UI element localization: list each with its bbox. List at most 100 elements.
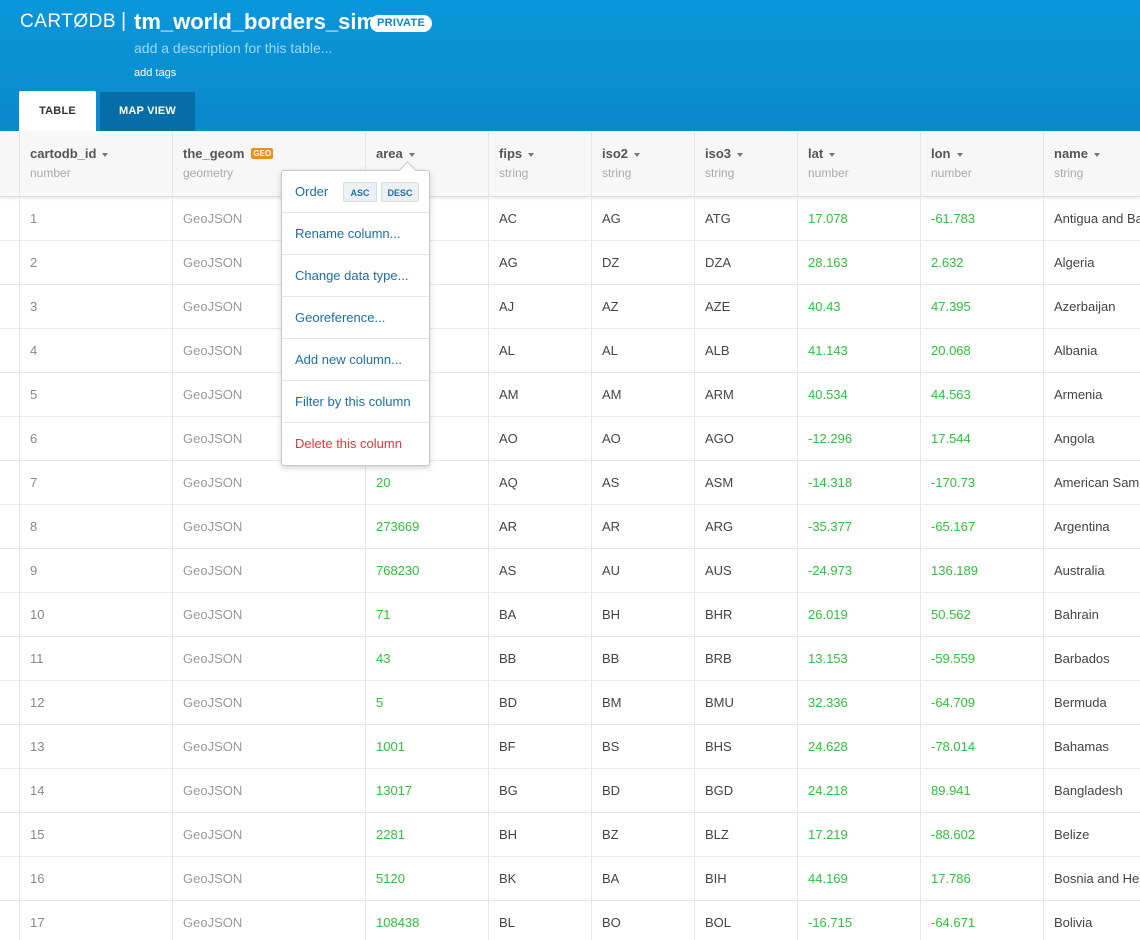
cell-area[interactable]: 768230 [365,549,488,593]
cell-name[interactable]: Bolivia [1043,901,1140,940]
cell-area[interactable]: 13017 [365,769,488,813]
cell-the-geom[interactable]: GeoJSON [172,857,365,901]
cell-iso2[interactable]: AL [591,329,694,373]
cell-iso3[interactable]: ATG [694,197,797,241]
cell-cartodb-id[interactable]: 8 [19,505,172,549]
cell-fips[interactable]: BB [488,637,591,681]
cell-the-geom[interactable]: GeoJSON [172,901,365,940]
chevron-down-icon[interactable] [737,152,744,157]
cell-the-geom[interactable]: GeoJSON [172,637,365,681]
cell-fips[interactable]: BA [488,593,591,637]
column-header-cartodb-id[interactable]: cartodb_id number [19,131,172,197]
table-title[interactable]: tm_world_borders_sim [134,9,377,34]
cell-fips[interactable]: AQ [488,461,591,505]
cell-iso2[interactable]: AR [591,505,694,549]
cell-iso3[interactable]: BIH [694,857,797,901]
cell-area[interactable]: 20 [365,461,488,505]
cell-iso2[interactable]: BA [591,857,694,901]
cell-cartodb-id[interactable]: 4 [19,329,172,373]
cell-area[interactable]: 43 [365,637,488,681]
cell-area[interactable]: 108438 [365,901,488,940]
cell-iso2[interactable]: AZ [591,285,694,329]
privacy-badge[interactable]: PRIVATE [370,15,433,32]
cell-lat[interactable]: 40.43 [797,285,920,329]
cell-the-geom[interactable]: GeoJSON [172,769,365,813]
column-name[interactable]: lon [931,146,963,161]
cell-iso3[interactable]: AUS [694,549,797,593]
cell-iso3[interactable]: BMU [694,681,797,725]
cell-lat[interactable]: -24.973 [797,549,920,593]
cell-cartodb-id[interactable]: 17 [19,901,172,940]
cell-cartodb-id[interactable]: 5 [19,373,172,417]
cell-the-geom[interactable]: GeoJSON [172,329,365,373]
cell-area[interactable]: 5 [365,681,488,725]
sort-asc-button[interactable]: ASC [343,182,377,202]
cell-fips[interactable]: BK [488,857,591,901]
cell-iso3[interactable]: BHR [694,593,797,637]
cell-lat[interactable]: 24.628 [797,725,920,769]
cell-fips[interactable]: BG [488,769,591,813]
cell-cartodb-id[interactable]: 3 [19,285,172,329]
cell-lat[interactable]: 26.019 [797,593,920,637]
cell-fips[interactable]: AJ [488,285,591,329]
column-name[interactable]: lat [808,146,836,161]
cell-iso3[interactable]: ASM [694,461,797,505]
cell-the-geom[interactable]: GeoJSON [172,197,365,241]
cell-fips[interactable]: AM [488,373,591,417]
cell-name[interactable]: Australia [1043,549,1140,593]
cell-lat[interactable]: 17.078 [797,197,920,241]
cell-iso2[interactable]: BD [591,769,694,813]
cell-the-geom[interactable]: GeoJSON [172,593,365,637]
cell-lat[interactable]: -12.296 [797,417,920,461]
cell-the-geom[interactable]: GeoJSON [172,505,365,549]
cell-lon[interactable]: -78.014 [920,725,1043,769]
cell-cartodb-id[interactable]: 7 [19,461,172,505]
cell-iso2[interactable]: AM [591,373,694,417]
cell-cartodb-id[interactable]: 1 [19,197,172,241]
cell-name[interactable]: Armenia [1043,373,1140,417]
cell-fips[interactable]: BF [488,725,591,769]
cell-iso3[interactable]: ALB [694,329,797,373]
cell-area[interactable]: 5120 [365,857,488,901]
cell-iso3[interactable]: ARM [694,373,797,417]
cell-fips[interactable]: BL [488,901,591,940]
column-name[interactable]: the_geom GEO [183,146,274,161]
cell-iso2[interactable]: AU [591,549,694,593]
cell-iso3[interactable]: ARG [694,505,797,549]
column-header-iso2[interactable]: iso2 string [591,131,694,197]
cell-name[interactable]: Bangladesh [1043,769,1140,813]
cell-lon[interactable]: 17.544 [920,417,1043,461]
column-name[interactable]: name [1054,146,1100,161]
column-name[interactable]: iso3 [705,146,744,161]
filter-by-column-option[interactable]: Filter by this column [282,381,429,423]
column-name[interactable]: fips [499,146,535,161]
chevron-down-icon[interactable] [528,152,535,157]
cell-cartodb-id[interactable]: 2 [19,241,172,285]
cell-the-geom[interactable]: GeoJSON [172,417,365,461]
cell-cartodb-id[interactable]: 13 [19,725,172,769]
chevron-down-icon[interactable] [956,152,963,157]
cell-name[interactable]: Azerbaijan [1043,285,1140,329]
cell-name[interactable]: Angola [1043,417,1140,461]
cell-lat[interactable]: -35.377 [797,505,920,549]
chevron-down-icon[interactable] [829,152,836,157]
cell-the-geom[interactable]: GeoJSON [172,373,365,417]
cell-cartodb-id[interactable]: 9 [19,549,172,593]
cell-lat[interactable]: 32.336 [797,681,920,725]
cell-lon[interactable]: -170.73 [920,461,1043,505]
add-tags-link[interactable]: add tags [134,67,177,79]
cell-name[interactable]: Algeria [1043,241,1140,285]
column-header-area[interactable]: area [365,131,488,197]
cell-iso3[interactable]: BRB [694,637,797,681]
cell-fips[interactable]: AL [488,329,591,373]
cell-iso2[interactable]: DZ [591,241,694,285]
cartodb-logo[interactable]: CARTØDB [20,11,117,32]
cell-fips[interactable]: BH [488,813,591,857]
cell-lon[interactable]: 17.786 [920,857,1043,901]
table-description[interactable]: add a description for this table... [134,40,333,56]
cell-name[interactable]: Argentina [1043,505,1140,549]
cell-the-geom[interactable]: GeoJSON [172,241,365,285]
cell-name[interactable]: Bahrain [1043,593,1140,637]
cell-iso2[interactable]: AG [591,197,694,241]
cell-area[interactable]: 273669 [365,505,488,549]
